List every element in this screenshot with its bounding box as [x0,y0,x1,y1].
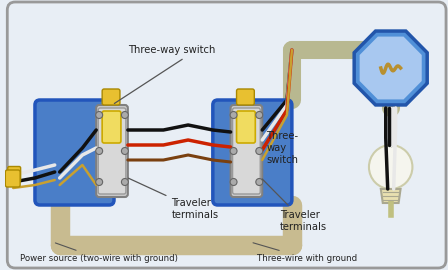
Circle shape [96,147,103,154]
Circle shape [256,112,263,119]
Polygon shape [354,31,427,105]
Text: Traveler
terminals: Traveler terminals [262,179,327,232]
Text: Three-
way
switch: Three- way switch [266,131,298,166]
FancyBboxPatch shape [96,105,128,197]
Text: Power source (two-wire with ground): Power source (two-wire with ground) [20,243,178,263]
Circle shape [256,147,263,154]
Polygon shape [360,37,422,99]
FancyBboxPatch shape [7,2,446,268]
Text: Three-way switch: Three-way switch [114,45,215,103]
Circle shape [121,112,128,119]
FancyBboxPatch shape [98,108,126,194]
Polygon shape [381,189,401,203]
Circle shape [121,147,128,154]
Text: Traveler
terminals: Traveler terminals [129,178,219,220]
FancyBboxPatch shape [102,89,120,105]
FancyBboxPatch shape [233,108,260,194]
FancyBboxPatch shape [231,105,262,197]
FancyBboxPatch shape [8,167,21,181]
Circle shape [369,145,413,189]
FancyBboxPatch shape [237,89,254,105]
Circle shape [230,112,237,119]
FancyBboxPatch shape [237,111,255,143]
Circle shape [121,178,128,185]
FancyBboxPatch shape [102,111,121,143]
Circle shape [256,178,263,185]
Text: Three-wire with ground: Three-wire with ground [253,243,357,263]
Circle shape [230,147,237,154]
FancyBboxPatch shape [35,100,114,205]
FancyBboxPatch shape [213,100,292,205]
Circle shape [96,112,103,119]
Circle shape [230,178,237,185]
Circle shape [96,178,103,185]
FancyBboxPatch shape [5,170,20,187]
